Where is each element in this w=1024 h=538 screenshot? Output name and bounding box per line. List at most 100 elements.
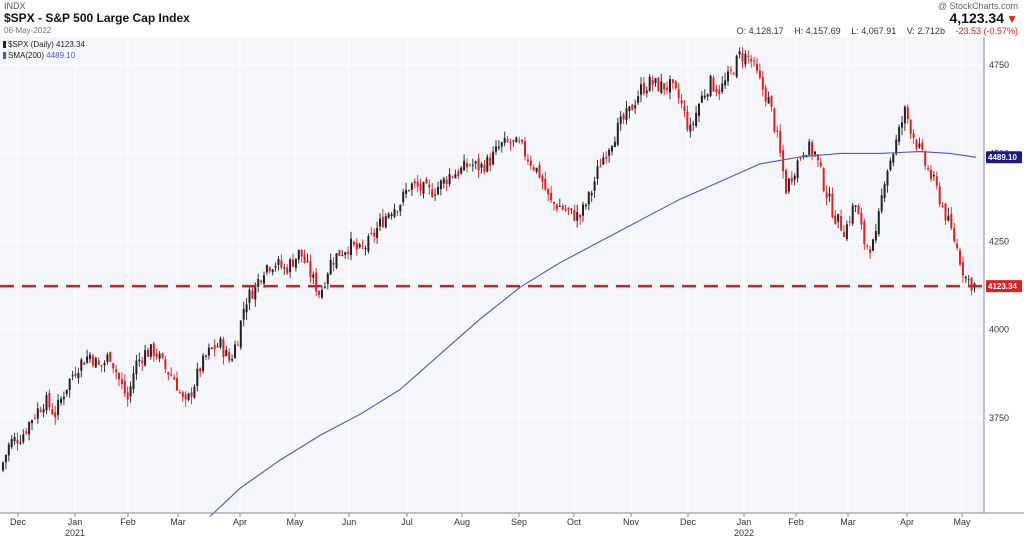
candle [428,179,431,195]
candle [7,442,10,462]
candle [384,213,387,229]
candle [434,188,437,202]
candle [802,151,805,160]
candle [608,147,611,163]
candle [956,238,959,251]
candle [416,174,419,193]
candle [33,414,36,420]
candle [42,403,45,418]
x-tick-label: Apr [900,517,914,527]
x-tick-label: Dec [10,517,27,527]
candle [677,82,680,104]
candle [335,253,338,270]
candle [431,182,434,199]
x-tick-label: Mar [170,517,186,527]
candle [390,212,393,220]
candle [332,257,335,272]
down-arrow-icon: ▼ [1006,12,1018,26]
candle [773,107,776,134]
x-tick-label: Apr [233,517,247,527]
candle [741,47,744,69]
candle [274,262,277,272]
candle [718,84,721,101]
candle [245,297,248,320]
last-price-tag-label: 4123.34 [988,282,1017,291]
candle [477,153,480,179]
candle [486,154,489,173]
candle [231,354,234,363]
chart-header: INDX $SPX - S&P 500 Large Cap Index 06-M… [0,0,1024,37]
candle [950,207,953,231]
candle [721,76,724,94]
candle [611,144,613,156]
candle [509,138,512,151]
sma-legend-swatch [3,52,6,59]
candle [553,201,555,211]
candle [260,279,263,285]
candle [503,131,506,147]
candle [576,204,579,228]
candle [268,266,271,274]
candle [321,285,323,300]
candle [506,136,509,144]
candle [77,367,80,384]
candle [350,231,352,261]
candle [912,129,915,144]
sma-legend-label: SMA(200) [8,51,44,60]
candle [869,245,872,259]
candle [680,94,683,109]
candle [666,81,669,95]
candle [408,189,410,192]
candle [376,221,379,244]
candle [767,91,770,104]
candle [22,429,25,445]
y-tick-label: 4000 [989,325,1009,335]
candle [341,250,344,257]
candle [312,271,315,284]
price-tags: 4489.10 4123.34 [986,151,1022,293]
y-tick-label: 3750 [989,413,1009,423]
candle [582,201,584,222]
candle [927,165,930,172]
candle [727,66,729,86]
x-tick-label: Sep [511,517,527,527]
candle [19,434,22,446]
candle [381,209,384,228]
credit-label: @ StockCharts.com [937,1,1018,11]
candle [785,168,787,195]
candle [16,432,19,451]
candle [413,178,416,189]
candle [480,162,483,174]
candle [645,86,648,98]
candle [25,427,28,436]
candle [91,353,94,368]
candle [622,112,625,125]
candle [135,354,138,381]
candle [648,74,651,92]
candle [518,136,521,144]
candle [947,207,950,222]
candle [358,242,361,249]
candle [567,207,570,215]
candle [877,208,880,237]
candle [756,57,758,74]
candle [86,349,89,364]
candle [866,244,869,250]
candle [361,239,364,250]
price-chart[interactable]: 47504500425040003750 DecJanFebMarAprMayJ… [0,37,1024,538]
candle [257,273,260,293]
change-value: -23.53 (-0.57%) [955,26,1018,36]
candle [848,216,851,226]
candle [901,116,903,136]
candle [892,152,895,167]
candle [967,275,970,287]
candle [115,364,118,380]
candle [347,246,350,260]
candle [944,202,947,225]
chart-date: 06-May-2022 [4,26,52,35]
candle [100,365,103,373]
candle [410,182,413,196]
candle [584,203,587,210]
candle [13,432,16,445]
candle [924,149,927,170]
